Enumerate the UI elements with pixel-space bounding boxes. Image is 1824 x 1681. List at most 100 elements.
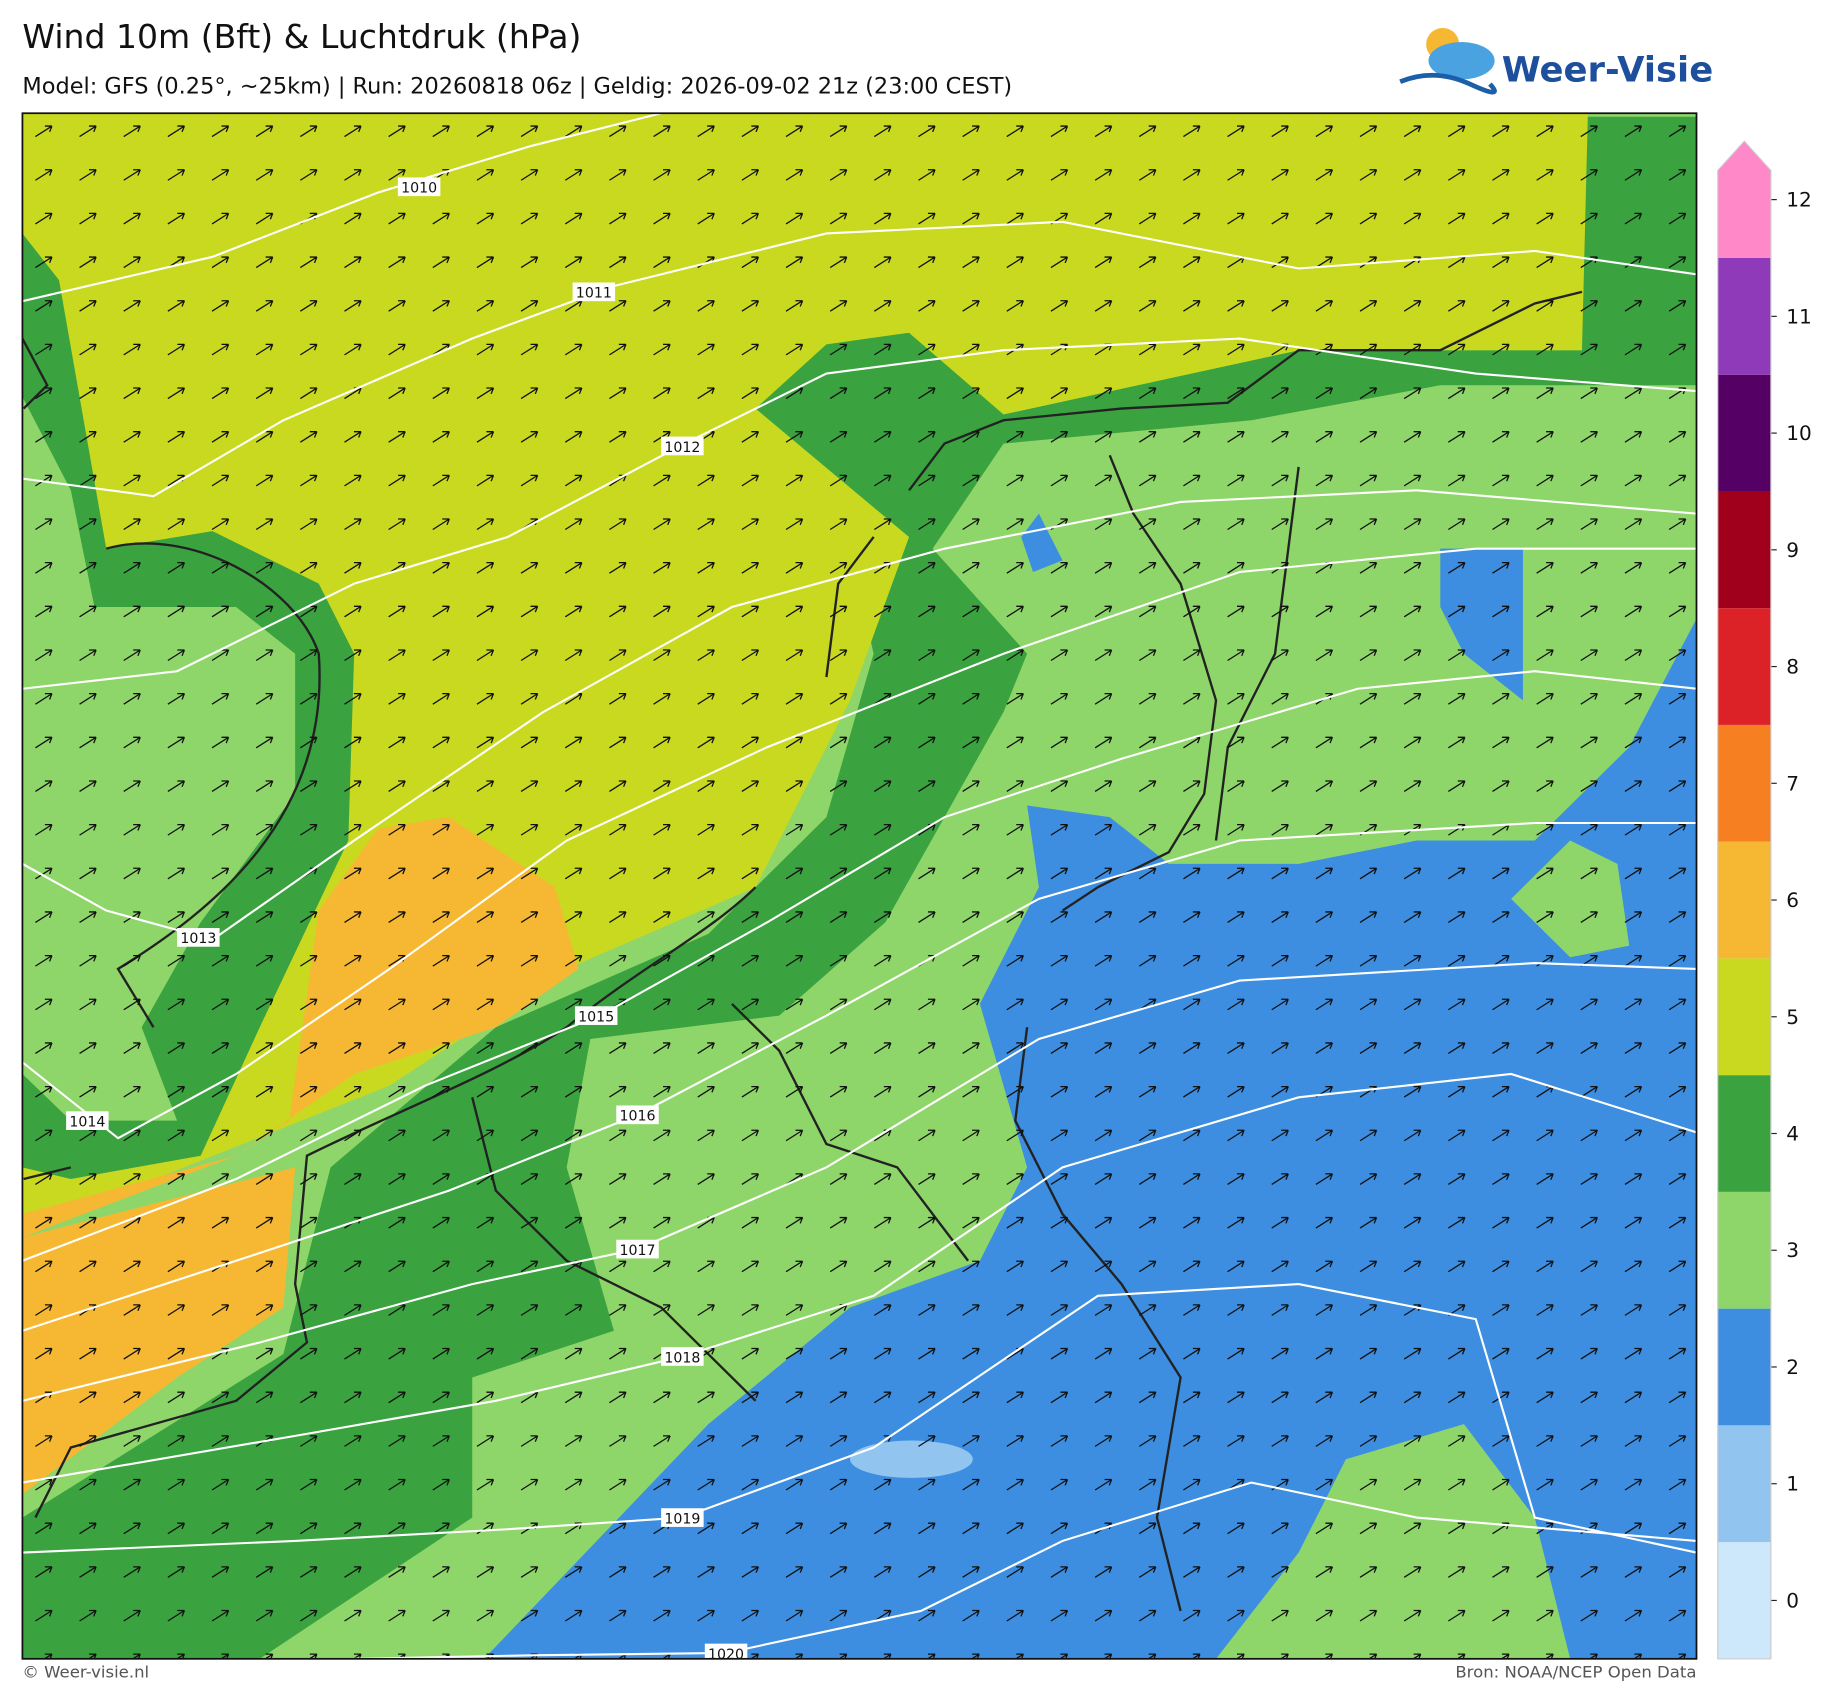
wind-arrow (211, 954, 230, 967)
wind-arrow (873, 256, 892, 269)
wind-arrow (344, 562, 362, 574)
wind-arrow (1536, 1173, 1554, 1185)
wind-arrow (255, 1347, 274, 1360)
wind-arrow (1668, 562, 1687, 574)
wind-arrow (344, 1347, 362, 1360)
wind-arrow (167, 1609, 186, 1622)
wind-arrow (167, 693, 186, 705)
wind-arrow (299, 780, 318, 793)
wind-arrow (741, 474, 760, 487)
wind-arrow (697, 518, 715, 531)
wind-arrow (432, 1216, 450, 1229)
wind-arrow (1138, 1304, 1157, 1316)
wind-arrow (1359, 562, 1378, 574)
wind-arrow (476, 998, 495, 1011)
wind-arrow (1447, 954, 1466, 967)
wind-arrow (167, 605, 186, 618)
wind-arrow (1006, 736, 1024, 749)
wind-arrow (1138, 169, 1157, 181)
wind-arrow (609, 911, 627, 923)
wind-arrow (785, 1042, 804, 1054)
wind-arrow (564, 1566, 583, 1578)
wind-arrow (1624, 1129, 1643, 1142)
wind-arrow (344, 1129, 362, 1142)
isobar-label: 1010 (401, 181, 437, 197)
wind-arrow (1580, 1304, 1598, 1316)
wind-arrow (1271, 300, 1289, 312)
wind-arrow (476, 693, 495, 705)
wind-arrow (35, 1173, 53, 1185)
wind-arrow (564, 780, 583, 793)
wind-arrow (79, 1042, 97, 1054)
isobar-label-bg (616, 1105, 659, 1125)
wind-arrow (388, 518, 406, 531)
wind-arrow (741, 1347, 760, 1360)
wind-arrow (79, 1216, 97, 1229)
wind-arrow (299, 605, 318, 618)
wind-arrow (1492, 736, 1510, 749)
wind-arrow (344, 343, 362, 356)
wind-arrow (432, 387, 450, 400)
wind-arrow (1183, 518, 1201, 531)
wind-arrow (1624, 1478, 1643, 1491)
wind-arrow (1050, 605, 1069, 618)
wind-arrow (388, 693, 406, 705)
wind-arrow (299, 125, 318, 138)
wind-arrow (829, 169, 848, 181)
wind-arrow (1014, 1653, 1024, 1659)
wind-arrow (1403, 1216, 1422, 1229)
wind-arrow (1050, 1042, 1069, 1054)
wind-arrow (918, 431, 936, 443)
wind-arrow (432, 1566, 450, 1578)
wind-arrow (432, 823, 450, 836)
wind-arrow (299, 1522, 318, 1535)
wind-arrow (432, 605, 450, 618)
wind-arrow (653, 387, 671, 400)
wind-arrow (1447, 431, 1466, 443)
wind-arrow (1315, 1304, 1334, 1316)
wind-arrow (609, 736, 627, 749)
wind-arrow (1492, 256, 1510, 269)
wind-arrow (1447, 474, 1466, 487)
wind-arrow (1227, 1522, 1245, 1535)
wind-arrow (1668, 649, 1687, 662)
wind-arrow (35, 1129, 53, 1142)
wind-arrow (79, 300, 97, 312)
wind-arrow (123, 605, 141, 618)
wind-arrow (211, 1085, 230, 1098)
wind-arrow (1668, 605, 1687, 618)
wind-arrow (1544, 1653, 1554, 1659)
wind-arrow (123, 1435, 141, 1447)
wind-arrow (79, 1085, 97, 1098)
wind-arrow (1271, 1435, 1289, 1447)
wind-arrow (1447, 1216, 1466, 1229)
colorbar-label: 11 (1786, 304, 1812, 328)
wind-arrow (918, 1173, 936, 1185)
wind-arrow (1359, 1347, 1378, 1360)
wind-arrow (388, 300, 406, 312)
field-bft2-small (1021, 513, 1063, 573)
isobar (22, 489, 1697, 941)
wind-arrow (255, 1304, 274, 1316)
wind-arrow (1359, 1522, 1378, 1535)
wind-arrow (1403, 518, 1422, 531)
wind-arrow (1536, 1129, 1554, 1142)
wind-arrow (1624, 1391, 1643, 1404)
wind-arrow (1094, 518, 1113, 531)
wind-arrow (1580, 911, 1598, 923)
wind-arrow (255, 1260, 274, 1273)
wind-arrow (79, 1566, 97, 1578)
wind-arrow (79, 125, 97, 138)
wind-arrow (1271, 1347, 1289, 1360)
wind-arrow (829, 300, 848, 312)
wind-arrow (1359, 300, 1378, 312)
wind-arrow (1456, 1653, 1466, 1659)
wind-arrow (1500, 1653, 1510, 1659)
wind-arrow (609, 693, 627, 705)
wind-arrow (829, 1347, 848, 1360)
wind-arrow (1271, 169, 1289, 181)
wind-arrow (1668, 1566, 1687, 1578)
wind-arrow (211, 212, 230, 225)
wind-arrow (1580, 1347, 1598, 1360)
wind-arrow (785, 1522, 804, 1535)
